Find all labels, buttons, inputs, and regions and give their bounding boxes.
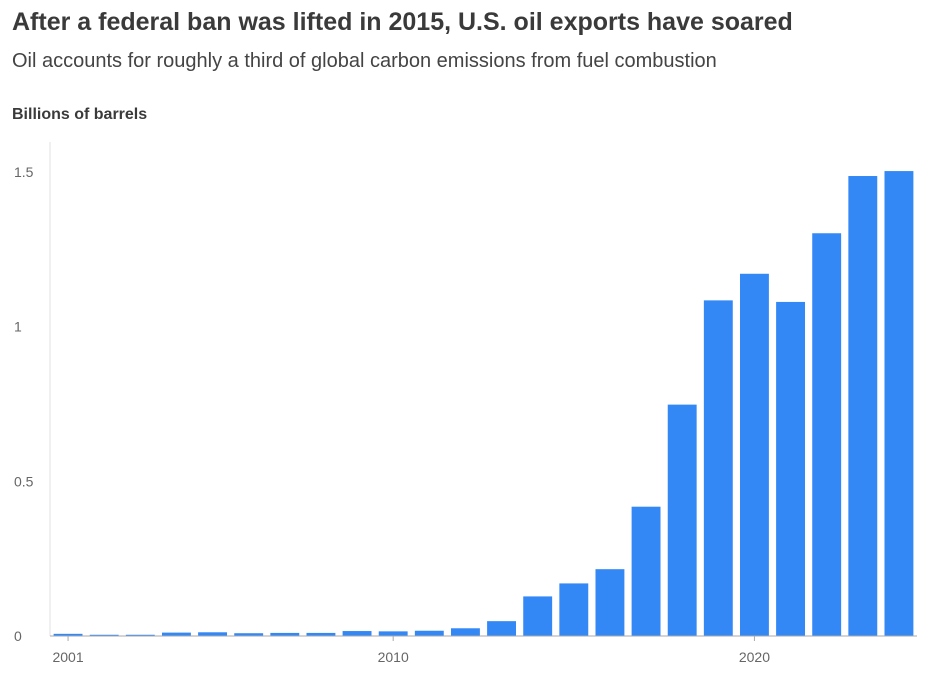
bar-2015	[559, 583, 589, 636]
y-tick-label: 0.5	[14, 473, 34, 489]
bar-2024	[884, 171, 914, 636]
bar-2016	[595, 569, 625, 636]
bar-2004	[161, 632, 191, 636]
chart-subtitle: Oil accounts for roughly a third of glob…	[12, 50, 717, 72]
bar-2001	[53, 633, 83, 636]
bar-2019	[703, 300, 733, 636]
y-axis-title: Billions of barrels	[12, 106, 148, 123]
bars-group	[53, 171, 914, 636]
bar-2010	[378, 631, 408, 636]
bar-2018	[667, 404, 697, 636]
x-tick-label: 2001	[52, 649, 83, 665]
bar-2008	[306, 632, 336, 636]
bar-2011	[414, 630, 444, 636]
y-tick-label: 1	[14, 319, 22, 335]
bar-2017	[631, 506, 661, 636]
x-tick-label: 2010	[378, 649, 409, 665]
y-tick-label: 0	[14, 628, 22, 644]
x-tick-label: 2020	[739, 649, 770, 665]
bar-2021	[776, 301, 806, 636]
bar-2022	[812, 233, 842, 636]
bar-2023	[848, 176, 878, 636]
bar-2012	[450, 628, 480, 636]
bar-2013	[487, 621, 517, 636]
y-ticks-group: 0 0.5 1 1.5	[14, 164, 34, 644]
chart-title: After a federal ban was lifted in 2015, …	[12, 8, 793, 36]
bar-2002	[89, 634, 119, 636]
bar-2014	[523, 596, 553, 636]
y-tick-label: 1.5	[14, 164, 34, 180]
bar-2005	[198, 632, 228, 636]
bar-2009	[342, 631, 372, 636]
bar-2020	[739, 273, 769, 636]
bar-2006	[234, 633, 264, 636]
x-ticks-group: 2001 2010 2020	[52, 636, 770, 665]
bar-2003	[125, 634, 155, 636]
bar-2007	[270, 632, 300, 636]
